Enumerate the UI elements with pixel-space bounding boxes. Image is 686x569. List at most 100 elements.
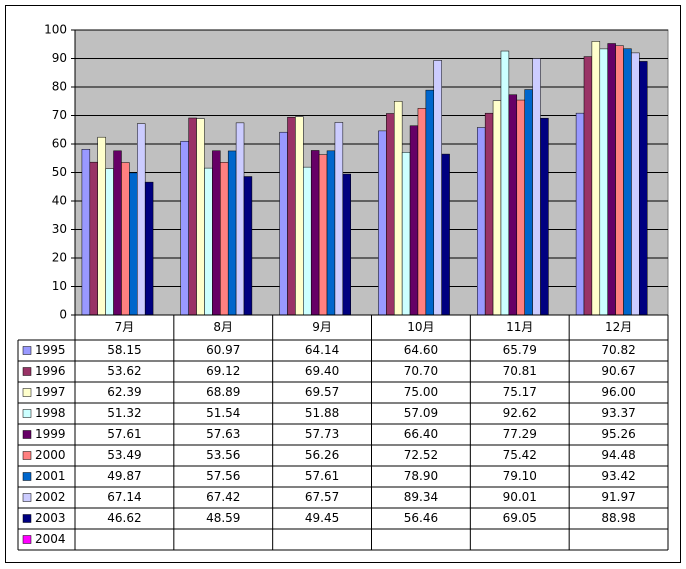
bar: [310, 150, 320, 316]
legend-swatch: [22, 514, 32, 523]
bar: [89, 161, 98, 316]
legend-label: 1998: [35, 406, 66, 420]
table-cell: 57.56: [206, 469, 240, 483]
x-tick-label: 11月: [506, 320, 533, 334]
bar: [639, 61, 648, 316]
bar: [196, 118, 205, 316]
table-cell: 53.49: [107, 448, 141, 462]
bar: [599, 48, 608, 316]
y-tick-label: 80: [52, 80, 67, 94]
table-cell: 51.88: [305, 406, 339, 420]
bar: [303, 166, 312, 316]
table-cell: 77.29: [503, 427, 537, 441]
bar: [326, 150, 336, 316]
bar: [121, 162, 130, 316]
table-cell: 65.79: [503, 343, 537, 357]
legend-label: 2003: [35, 511, 66, 525]
bar: [378, 130, 387, 316]
bar: [591, 41, 601, 316]
table-cell: 57.61: [305, 469, 339, 483]
bar: [631, 52, 640, 316]
bar: [212, 150, 221, 316]
bar: [180, 140, 189, 316]
bar: [227, 150, 237, 316]
table-cell: 49.87: [107, 469, 141, 483]
table-cell: 88.98: [601, 511, 635, 525]
table-cell: 69.12: [206, 364, 240, 378]
table-cell: 95.26: [601, 427, 635, 441]
table-cell: 93.42: [601, 469, 635, 483]
bar: [235, 122, 245, 316]
table-cell: 60.97: [206, 343, 240, 357]
table-cell: 57.73: [305, 427, 339, 441]
table-cell: 56.46: [404, 511, 438, 525]
table-cell: 53.62: [107, 364, 141, 378]
legend-label: 2004: [35, 532, 66, 546]
table-cell: 75.42: [503, 448, 537, 462]
legend-swatch: [22, 535, 32, 544]
legend-label: 2001: [35, 469, 66, 483]
bar: [540, 117, 549, 316]
table-cell: 91.97: [601, 490, 635, 504]
bar: [386, 113, 395, 316]
table-cell: 93.37: [601, 406, 635, 420]
table-cell: 78.90: [404, 469, 438, 483]
table-cell: 66.40: [404, 427, 438, 441]
bar: [441, 153, 450, 316]
legend-swatch: [22, 430, 32, 439]
bar: [492, 100, 502, 316]
bar: [342, 173, 351, 316]
bar: [204, 167, 213, 316]
bar: [583, 56, 593, 316]
bar: [287, 116, 296, 316]
table-cell: 75.00: [404, 385, 438, 399]
y-tick-label: 40: [52, 194, 67, 208]
table-cell: 90.01: [503, 490, 537, 504]
bar: [425, 89, 435, 316]
table-cell: 94.48: [601, 448, 635, 462]
legend-swatch: [22, 367, 32, 376]
bar: [105, 168, 114, 316]
table-cell: 72.52: [404, 448, 438, 462]
bar: [144, 181, 154, 316]
table-cell: 56.26: [305, 448, 339, 462]
table-cell: 69.57: [305, 385, 339, 399]
table-cell: 62.39: [107, 385, 141, 399]
bar: [516, 99, 525, 316]
bar: [97, 136, 106, 316]
table-cell: 48.59: [206, 511, 240, 525]
bar: [137, 123, 146, 316]
bar: [279, 131, 288, 316]
table-cell: 89.34: [404, 490, 438, 504]
legend-label: 1999: [35, 427, 66, 441]
table-cell: 67.42: [206, 490, 240, 504]
table-cell: 68.89: [206, 385, 240, 399]
bar: [188, 117, 197, 316]
x-tick-label: 12月: [605, 320, 632, 334]
table-cell: 58.15: [107, 343, 141, 357]
bar: [477, 127, 486, 316]
bar: [220, 162, 229, 316]
table-cell: 57.09: [404, 406, 438, 420]
bar: [607, 43, 616, 316]
legend-label: 1996: [35, 364, 66, 378]
bar: [532, 58, 541, 316]
bar: [500, 50, 510, 316]
bar: [129, 172, 138, 316]
table-cell: 57.61: [107, 427, 141, 441]
legend-swatch: [22, 493, 32, 502]
table-cell: 69.05: [503, 511, 537, 525]
x-tick-label: 7月: [115, 320, 135, 334]
bar: [113, 150, 122, 316]
bar: [575, 112, 585, 316]
y-tick-label: 70: [52, 108, 67, 122]
bar: [484, 112, 494, 316]
table-cell: 70.82: [601, 343, 635, 357]
table-cell: 70.81: [503, 364, 537, 378]
bar: [508, 94, 518, 316]
table-cell: 75.17: [503, 385, 537, 399]
bar: [623, 48, 632, 316]
legend-label: 1997: [35, 385, 66, 399]
y-tick-label: 90: [52, 51, 67, 65]
legend-swatch: [22, 409, 32, 418]
